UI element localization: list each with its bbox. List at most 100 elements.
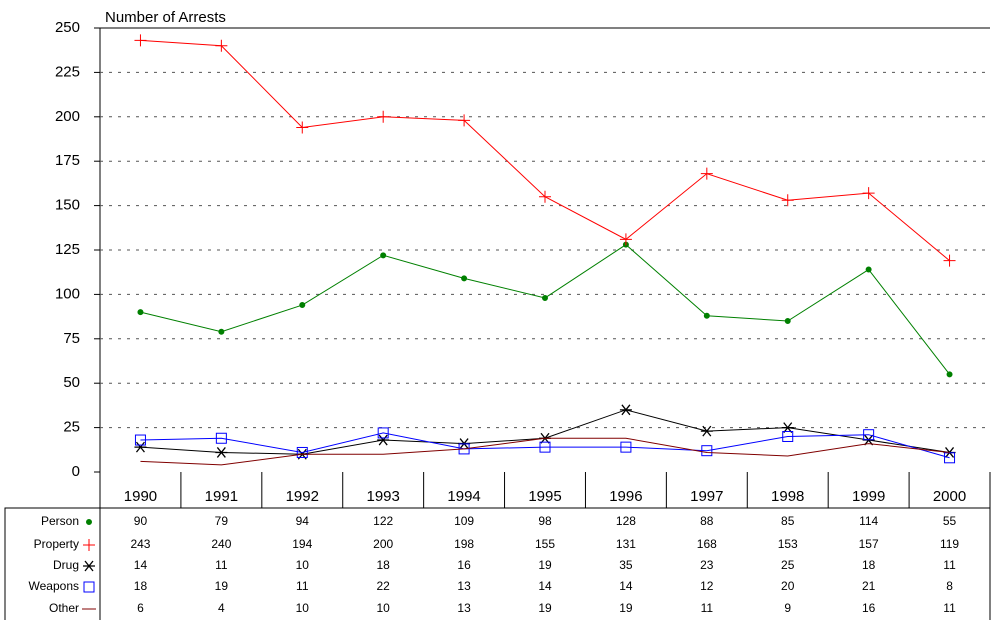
table-value: 19 <box>619 601 633 615</box>
marker <box>377 434 390 446</box>
table-value: 11 <box>943 601 956 615</box>
table-value: 13 <box>457 579 471 593</box>
table-value: 14 <box>134 558 148 572</box>
table-value: 200 <box>373 537 393 551</box>
table-value: 109 <box>454 514 474 528</box>
table-value: 10 <box>377 601 391 615</box>
table-value: 35 <box>619 558 633 572</box>
marker <box>703 312 710 319</box>
marker <box>862 187 875 200</box>
table-value: 55 <box>943 514 957 528</box>
marker <box>619 233 632 246</box>
table-value: 243 <box>130 537 150 551</box>
marker <box>619 404 632 416</box>
marker <box>377 427 389 439</box>
marker <box>299 302 306 309</box>
y-tick-label: 225 <box>55 63 80 80</box>
marker <box>784 318 791 325</box>
table-value: 168 <box>697 537 717 551</box>
table-value: 18 <box>134 579 148 593</box>
marker <box>782 430 794 442</box>
x-tick-label: 1992 <box>286 488 319 505</box>
y-tick-label: 250 <box>55 19 80 36</box>
table-value: 155 <box>535 537 555 551</box>
table-value: 114 <box>859 514 878 528</box>
marker <box>863 429 875 441</box>
x-tick-label: 1990 <box>124 488 157 505</box>
table-value: 18 <box>377 558 391 572</box>
x-tick-label: 1994 <box>447 488 480 505</box>
table-value: 13 <box>457 601 471 615</box>
table-value: 19 <box>538 558 552 572</box>
series-line <box>140 244 950 375</box>
table-value: 119 <box>940 537 959 551</box>
table-value: 16 <box>862 601 876 615</box>
marker <box>700 167 713 180</box>
marker <box>700 425 713 437</box>
marker <box>296 446 308 458</box>
table-value: 22 <box>377 579 391 593</box>
marker <box>944 452 956 464</box>
legend-label: Drug <box>53 558 79 572</box>
marker <box>83 581 95 593</box>
series-line <box>140 437 950 466</box>
marker <box>539 190 551 203</box>
marker <box>946 371 953 378</box>
table-value: 11 <box>943 558 956 572</box>
x-tick-label: 1998 <box>771 488 804 505</box>
series-line <box>140 39 950 262</box>
table-value: 9 <box>784 601 791 615</box>
marker <box>215 447 228 458</box>
marker <box>701 445 713 457</box>
table-value: 20 <box>781 579 795 593</box>
table-value: 25 <box>781 558 795 572</box>
table-value: 128 <box>616 514 636 528</box>
marker <box>620 441 632 453</box>
marker <box>781 194 794 207</box>
table-value: 90 <box>134 514 148 528</box>
table-value: 94 <box>296 514 310 528</box>
legend-label: Weapons <box>29 579 79 593</box>
marker <box>218 328 225 335</box>
table-value: 11 <box>296 579 309 593</box>
table-value: 19 <box>538 601 552 615</box>
marker <box>215 39 228 52</box>
table-value: 131 <box>616 537 636 551</box>
marker <box>943 254 956 267</box>
table-value: 194 <box>292 537 312 551</box>
y-tick-label: 25 <box>63 419 80 436</box>
table-value: 153 <box>778 537 798 551</box>
y-tick-label: 175 <box>55 152 80 169</box>
marker <box>83 560 95 572</box>
y-tick-label: 100 <box>55 285 80 302</box>
chart-title: Number of Arrests <box>105 9 226 26</box>
marker <box>83 539 95 551</box>
table-value: 18 <box>862 558 876 572</box>
table-value: 8 <box>946 579 953 593</box>
table-value: 11 <box>215 558 228 572</box>
series-line <box>140 432 950 459</box>
marker <box>134 441 147 453</box>
table-value: 16 <box>457 558 471 572</box>
table-value: 79 <box>215 514 229 528</box>
marker <box>134 34 147 47</box>
table-value: 157 <box>859 537 879 551</box>
marker <box>539 441 551 453</box>
y-tick-label: 150 <box>55 197 80 214</box>
table-value: 88 <box>700 514 714 528</box>
table-value: 11 <box>701 601 714 615</box>
marker <box>865 266 872 273</box>
marker <box>781 422 794 434</box>
x-tick-label: 1997 <box>690 488 723 505</box>
marker <box>377 110 390 123</box>
table-value: 6 <box>137 601 144 615</box>
marker <box>542 294 548 301</box>
y-tick-label: 200 <box>55 108 80 125</box>
table-value: 14 <box>619 579 633 593</box>
legend-label: Person <box>41 514 79 528</box>
y-tick-label: 0 <box>72 463 80 480</box>
table-value: 198 <box>454 537 474 551</box>
table-value: 85 <box>781 514 795 528</box>
table-value: 4 <box>218 601 225 615</box>
